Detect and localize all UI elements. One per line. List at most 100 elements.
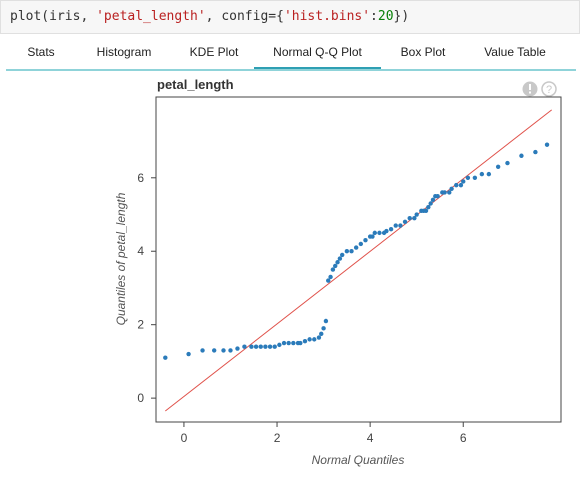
code-colon: : <box>370 9 378 24</box>
data-point <box>349 249 354 254</box>
data-point <box>272 344 277 349</box>
data-point <box>277 342 282 348</box>
data-point <box>286 340 291 346</box>
tab-kde-plot[interactable]: KDE Plot <box>189 45 239 59</box>
reference-line-group <box>165 109 552 412</box>
data-point <box>544 142 550 147</box>
question-icon[interactable]: ? <box>541 81 557 97</box>
data-point <box>372 230 377 236</box>
data-point <box>426 204 431 210</box>
data-point <box>377 230 382 236</box>
data-point <box>449 186 454 192</box>
data-point <box>486 171 492 177</box>
data-point <box>519 153 524 158</box>
tab-bar: Stats Histogram KDE Plot Normal Q-Q Plot… <box>6 40 576 71</box>
axis-ticks: 0 2 4 6 0 2 4 6 <box>137 171 467 445</box>
code-cell[interactable]: plot(iris, 'petal_length', config={'hist… <box>0 0 580 34</box>
data-point <box>363 238 368 243</box>
help-icons: ? <box>522 81 557 97</box>
data-point <box>454 182 459 188</box>
y-tick-label: 2 <box>137 318 144 332</box>
code-arg-column: 'petal_length' <box>96 9 206 24</box>
exclamation-icon[interactable] <box>522 81 538 97</box>
data-point <box>414 212 419 217</box>
data-point <box>461 179 466 184</box>
data-point <box>442 190 447 195</box>
data-point <box>228 348 233 353</box>
data-point <box>258 344 263 349</box>
data-point <box>388 227 394 232</box>
data-point <box>302 339 308 344</box>
data-point <box>393 223 398 228</box>
tab-histogram[interactable]: Histogram <box>96 45 152 59</box>
data-point <box>242 344 247 349</box>
code-func: plot(iris, <box>10 9 97 24</box>
code-close: }) <box>393 9 410 24</box>
x-tick-label: 2 <box>274 431 281 445</box>
tab-normal-qq-plot[interactable]: Normal Q-Q Plot <box>254 40 381 69</box>
data-point <box>321 326 326 331</box>
data-point <box>263 344 268 349</box>
tab-box-plot[interactable]: Box Plot <box>400 45 446 59</box>
data-point <box>267 344 273 349</box>
data-point <box>307 337 312 342</box>
data-point <box>163 355 168 360</box>
tab-value-table[interactable]: Value Table <box>484 45 546 59</box>
data-point <box>249 344 254 349</box>
y-axis-label: Quantiles of petal_length <box>114 192 128 325</box>
data-point <box>435 193 440 199</box>
data-point <box>384 228 389 234</box>
reference-line <box>165 109 552 412</box>
svg-text:?: ? <box>546 84 552 96</box>
code-config-key: 'hist.bins' <box>283 9 371 24</box>
data-point <box>412 215 417 221</box>
data-point <box>211 348 217 353</box>
x-tick-label: 4 <box>367 431 374 445</box>
data-point <box>458 182 464 188</box>
data-point <box>423 208 429 214</box>
data-point <box>447 190 452 195</box>
data-point <box>319 331 324 337</box>
data-point <box>472 175 478 180</box>
data-point <box>340 252 345 258</box>
x-tick-label: 6 <box>460 431 467 445</box>
x-tick-label: 0 <box>181 431 188 445</box>
data-point <box>358 241 364 247</box>
data-point <box>344 249 350 254</box>
plot-frame <box>155 96 562 423</box>
data-point <box>291 340 296 346</box>
data-point <box>495 164 501 169</box>
data-point <box>337 256 343 261</box>
data-point <box>398 223 403 228</box>
data-point <box>186 351 191 357</box>
data-point <box>221 348 226 353</box>
x-axis-label: Normal Quantiles <box>312 453 405 467</box>
data-point <box>326 278 331 283</box>
data-point <box>370 234 375 239</box>
data-point <box>533 149 538 155</box>
data-point <box>200 348 205 353</box>
data-point <box>312 337 317 342</box>
data-point <box>353 245 359 250</box>
data-point <box>235 346 240 351</box>
data-point <box>479 171 485 177</box>
data-point <box>402 219 408 225</box>
data-point <box>253 344 259 349</box>
data-point <box>407 215 412 221</box>
code-mid: , config={ <box>205 9 284 24</box>
tab-stats[interactable]: Stats <box>27 45 55 59</box>
data-points <box>163 142 550 360</box>
y-tick-label: 0 <box>137 391 144 405</box>
data-point <box>428 201 433 206</box>
y-tick-label: 6 <box>137 171 144 185</box>
data-point <box>335 260 340 265</box>
data-point <box>316 335 322 340</box>
data-point <box>333 263 338 269</box>
data-point <box>281 340 287 346</box>
y-tick-label: 4 <box>137 244 144 258</box>
data-point <box>505 160 510 166</box>
data-point <box>430 197 436 203</box>
data-point <box>330 267 336 272</box>
data-point <box>465 175 471 180</box>
